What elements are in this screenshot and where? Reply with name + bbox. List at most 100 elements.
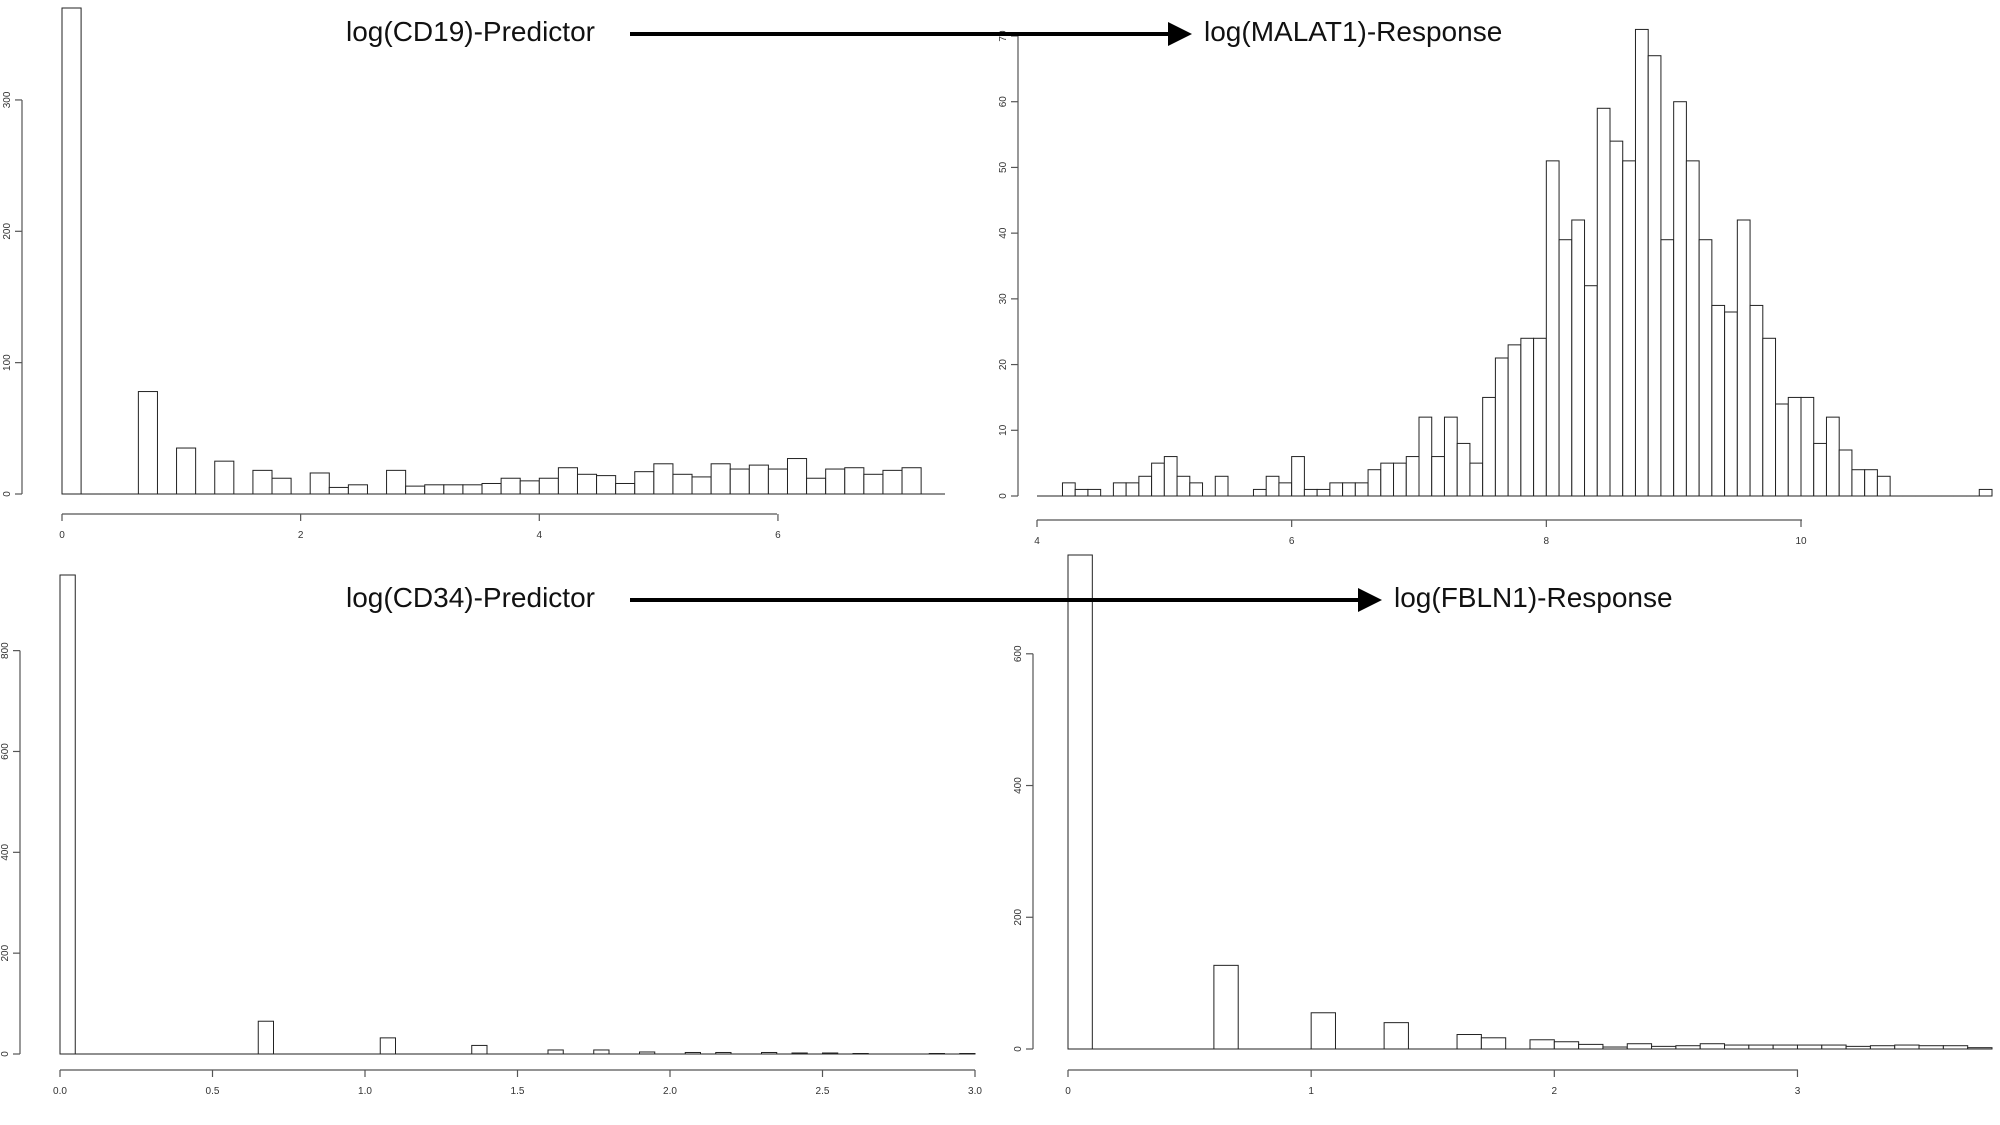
histogram-bar (1303, 488, 1318, 497)
histogram-bar (1584, 285, 1598, 497)
histogram-bar (424, 484, 445, 495)
histogram-bar (672, 473, 693, 495)
histogram-bar (1813, 442, 1827, 497)
histogram-bar (1310, 1012, 1336, 1050)
histogram-bar (653, 463, 674, 495)
histogram-bar (901, 467, 922, 495)
histogram-bar (405, 485, 426, 495)
histogram-bar (1825, 416, 1840, 497)
histogram-bar (1367, 469, 1382, 497)
histogram-bar (137, 391, 158, 495)
histogram-bar (1772, 1044, 1798, 1050)
histogram-bar (710, 463, 731, 495)
histogram-bar (1291, 456, 1305, 497)
top-arrow (630, 22, 1192, 46)
histogram-bar (1482, 396, 1496, 497)
x-tick-label: 8 (1544, 536, 1550, 547)
histogram-bar (1894, 1044, 1920, 1050)
x-tick-label: 2.0 (663, 1086, 677, 1097)
x-tick-label: 6 (1289, 536, 1295, 547)
histogram-bar (1520, 337, 1535, 497)
histogram-bar (1711, 304, 1726, 497)
y-tick-label: 20 (998, 359, 1009, 371)
histogram-bar (1533, 337, 1547, 497)
histogram-bar (1545, 160, 1560, 497)
x-tick-label: 6 (775, 530, 781, 541)
histogram-bar (1176, 475, 1191, 497)
histogram-bar (1673, 101, 1687, 497)
y-tick-label: 600 (0, 743, 11, 760)
histogram-bar (1329, 482, 1344, 497)
histogram-bar (882, 469, 903, 495)
histogram-bar (1507, 344, 1522, 497)
y-tick-label: 600 (1013, 645, 1024, 662)
histogram-bar (1189, 482, 1204, 497)
histogram-bar (1494, 357, 1509, 497)
histogram-bar (1469, 462, 1484, 497)
histogram-bar (1213, 964, 1239, 1050)
histogram-bar (825, 468, 846, 495)
y-tick-label: 200 (1013, 908, 1024, 925)
y-tick-label: 50 (998, 161, 1009, 173)
histogram-bar (271, 477, 292, 495)
bottom-predictor-label: log(CD34)-Predictor (346, 582, 595, 613)
histogram-bar (1125, 482, 1140, 497)
histogram-bar (519, 480, 540, 495)
histogram-bar (481, 482, 502, 495)
histogram-bar (615, 482, 636, 495)
bottom-arrow-head (1358, 588, 1382, 612)
histogram-bar (1775, 403, 1789, 497)
histogram-bar (1626, 1043, 1653, 1050)
histogram-bar (462, 484, 483, 495)
histogram-bar (844, 467, 865, 495)
x-tick-label: 0 (1065, 1086, 1071, 1097)
histogram-bar (863, 473, 884, 495)
histogram-bar (443, 484, 464, 495)
histogram-bar (1609, 140, 1624, 497)
histogram-bar (1724, 1044, 1750, 1050)
histogram-bar (1383, 1022, 1409, 1050)
histogram-bar (1571, 219, 1586, 497)
histogram-bar (1748, 1044, 1774, 1050)
x-tick-label: 0.0 (53, 1086, 67, 1097)
histogram-bar (1647, 55, 1662, 497)
histogram-bar (1724, 311, 1738, 497)
histogram-bar (1821, 1044, 1847, 1050)
histogram-bar (1787, 396, 1802, 497)
y-tick-label: 200 (0, 944, 11, 961)
y-tick-label: 200 (2, 223, 13, 240)
y-tick-label: 100 (2, 354, 13, 371)
histogram-bar (386, 469, 407, 495)
y-tick-label: 40 (998, 227, 1009, 239)
y-tick-label: 30 (998, 293, 1009, 305)
histogram-bar (61, 7, 82, 495)
x-tick-label: 3.0 (968, 1086, 982, 1097)
histogram-bar (1838, 449, 1853, 497)
histogram-bar (1252, 488, 1267, 497)
histogram-bar (576, 473, 598, 495)
histogram-bar (1087, 488, 1102, 497)
y-tick-label: 60 (998, 96, 1009, 108)
top-arrow-head (1168, 22, 1192, 46)
histogram-bar (257, 1020, 274, 1055)
histogram-bar (1067, 554, 1093, 1050)
x-tick-label: 10 (1795, 536, 1807, 547)
x-tick-label: 4 (1034, 536, 1040, 547)
y-tick-label: 400 (1013, 777, 1024, 794)
y-tick-label: 0 (998, 493, 1009, 499)
x-tick-label: 2 (298, 530, 304, 541)
histogram-cd19: 0 2 4 6 0 100 200 300 (2, 7, 945, 541)
histogram-bar (1456, 1034, 1482, 1050)
histogram-bar (1796, 1044, 1823, 1050)
histogram-bar (59, 574, 76, 1055)
histogram-bar (596, 475, 617, 495)
histogram-bar (176, 447, 197, 495)
histogram-bar (1978, 488, 1993, 497)
histogram-bar (1876, 475, 1891, 497)
histogram-bar (1596, 107, 1611, 497)
histogram-bar (1456, 442, 1471, 497)
x-tick-label: 2.5 (816, 1086, 830, 1097)
histogram-bar (379, 1037, 396, 1055)
histogram-bar (309, 472, 330, 495)
histogram-bar (1393, 462, 1407, 497)
